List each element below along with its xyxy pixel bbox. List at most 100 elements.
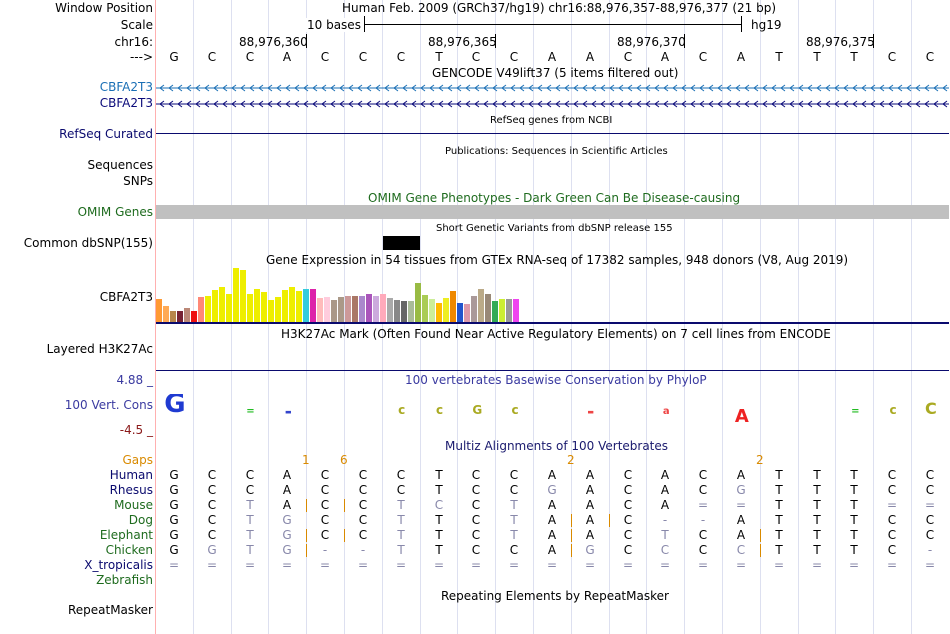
gap-count: 6 [340, 453, 348, 467]
strand-arrow [852, 84, 858, 92]
base-letter: T [850, 50, 858, 64]
snps-label[interactable]: SNPs [123, 174, 153, 188]
strand-arrow [366, 84, 372, 92]
conservation-letter: ▬ [285, 408, 292, 416]
tissue-bar [233, 268, 239, 322]
h3k27ac-track-label[interactable]: Layered H3K27Ac [46, 342, 153, 356]
tissue-bar [408, 301, 414, 322]
scale-text: 10 bases [305, 18, 363, 32]
phylop-track-label[interactable]: 100 Vert. Cons [64, 398, 153, 412]
strand-arrow [510, 84, 516, 92]
refseq-gene-line[interactable] [156, 133, 949, 134]
omim-phenotype-bar[interactable] [156, 205, 949, 219]
alignment-base: T [510, 513, 518, 527]
species-label[interactable]: Dog [128, 513, 153, 527]
omim-track-label[interactable]: OMIM Genes [77, 205, 153, 219]
alignment-base: T [246, 543, 254, 557]
alignment-base: C [623, 483, 633, 497]
alignment-base: T [246, 513, 254, 527]
species-label[interactable]: Mouse [114, 498, 153, 512]
alignment-base: C [207, 498, 217, 512]
base-letter: C [320, 50, 330, 64]
strand-arrow [708, 100, 714, 108]
insertion-marker [306, 499, 307, 512]
strand-arrow [438, 84, 444, 92]
dbsnp-track-label[interactable]: Common dbSNP(155) [23, 236, 153, 250]
gap-count: 2 [567, 453, 575, 467]
strand-arrow [231, 84, 237, 92]
dbsnp-variant-block[interactable] [383, 236, 420, 250]
strand-arrow [627, 84, 633, 92]
alignment-base: T [510, 498, 518, 512]
species-label[interactable]: Human [109, 468, 153, 482]
gtex-expression-bars[interactable] [156, 266, 536, 322]
alignment-base: A [585, 498, 595, 512]
strand-arrow [726, 84, 732, 92]
alignment-base: A [585, 528, 595, 542]
strand-arrow [735, 84, 741, 92]
species-label[interactable]: Rhesus [109, 483, 153, 497]
alignment-base: = [206, 558, 218, 572]
strand-arrow [483, 100, 489, 108]
base-letter: A [736, 50, 746, 64]
alignment-base: C [509, 543, 519, 557]
alignment-base: = [281, 558, 293, 572]
strand-arrow [627, 100, 633, 108]
gtex-track-title: Gene Expression in 54 tissues from GTEx … [266, 253, 849, 267]
gencode-gene-arrows[interactable] [156, 80, 950, 110]
strand-arrow [762, 84, 768, 92]
tissue-bar [352, 296, 358, 322]
strand-arrow [366, 100, 372, 108]
strand-arrow [600, 84, 606, 92]
gtex-track-label[interactable]: CBFA2T3 [99, 290, 153, 304]
strand-arrow [357, 84, 363, 92]
strand-arrow [249, 100, 255, 108]
alignment-base: C [320, 468, 330, 482]
strand-arrow [825, 84, 831, 92]
strand-arrow [573, 84, 579, 92]
alignment-base: C [320, 483, 330, 497]
strand-arrow [798, 84, 804, 92]
insertion-marker [571, 544, 572, 557]
base-letter: C [925, 50, 935, 64]
window-position-label: Window Position [55, 1, 153, 15]
alignment-base: C [925, 468, 935, 482]
species-label[interactable]: X_tropicalis [84, 558, 153, 572]
strand-arrow-label: ---> [129, 50, 153, 64]
tissue-bar [303, 289, 309, 322]
alignment-base: C [887, 468, 897, 482]
alignment-base: C [925, 528, 935, 542]
strand-arrow [942, 100, 948, 108]
species-label[interactable]: Chicken [105, 543, 153, 557]
alignment-base: T [246, 528, 254, 542]
tissue-bar [296, 291, 302, 322]
strand-arrow [294, 84, 300, 92]
tissue-bar [471, 296, 477, 322]
gencode-track-label-1[interactable]: CBFA2T3 [99, 80, 153, 94]
strand-arrow [771, 100, 777, 108]
alignment-base: T [775, 483, 783, 497]
strand-arrow [222, 84, 228, 92]
alignment-base: C [887, 483, 897, 497]
strand-arrow [888, 84, 894, 92]
strand-arrow [555, 84, 561, 92]
tissue-bar [212, 290, 218, 322]
strand-arrow [681, 84, 687, 92]
repeatmasker-track-label[interactable]: RepeatMasker [67, 603, 153, 617]
species-label[interactable]: Elephant [99, 528, 153, 542]
strand-arrow [915, 84, 921, 92]
tissue-bar [282, 290, 288, 322]
alignment-base: C [207, 468, 217, 482]
species-label[interactable]: Zebrafish [96, 573, 153, 587]
gencode-track-label-2[interactable]: CBFA2T3 [99, 96, 153, 110]
strand-arrow [636, 100, 642, 108]
strand-arrow [204, 100, 210, 108]
insertion-marker [344, 499, 345, 512]
publications-track-label[interactable]: Sequences [87, 158, 153, 172]
alignment-base: A [736, 468, 746, 482]
conservation-letter: G [164, 394, 185, 419]
alignment-base: - [700, 513, 706, 527]
refseq-track-label[interactable]: RefSeq Curated [59, 127, 153, 141]
